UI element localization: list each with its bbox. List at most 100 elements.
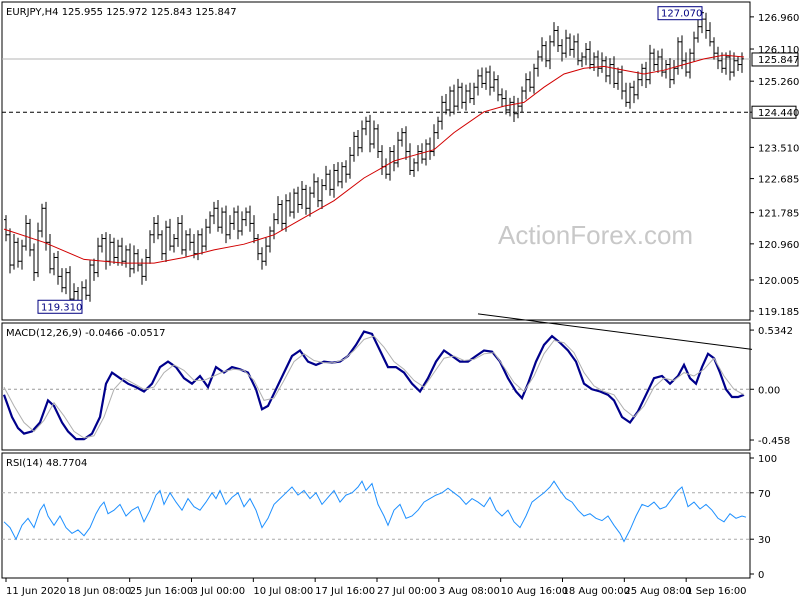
price-bar bbox=[612, 56, 616, 88]
price-bar bbox=[332, 164, 336, 198]
price-bar bbox=[648, 44, 652, 85]
price-bar bbox=[160, 230, 164, 261]
price-bar bbox=[312, 173, 316, 198]
time-tick-label: 18 Jun 08:00 bbox=[68, 586, 132, 597]
price-bar bbox=[512, 95, 516, 123]
price-bar bbox=[176, 216, 180, 247]
level-price-box bbox=[751, 105, 797, 119]
macd-line bbox=[2, 330, 745, 441]
price-bar bbox=[680, 35, 684, 70]
price-bar bbox=[132, 245, 136, 274]
price-bar bbox=[292, 188, 296, 219]
price-bar bbox=[352, 131, 356, 162]
price-bar bbox=[552, 22, 556, 47]
rsi-tick-label: 100 bbox=[758, 454, 777, 465]
price-bar bbox=[668, 58, 672, 88]
price-bar bbox=[188, 228, 192, 251]
price-bar bbox=[584, 42, 588, 66]
price-bar bbox=[404, 126, 408, 160]
last-price-label: 125.847 bbox=[758, 55, 799, 66]
price-bar bbox=[184, 230, 188, 257]
price-bar bbox=[456, 78, 460, 111]
price-bar bbox=[40, 203, 44, 238]
price-bar bbox=[248, 205, 252, 232]
price-bar bbox=[604, 56, 608, 83]
time-tick-label: 10 Aug 16:00 bbox=[501, 586, 568, 597]
price-bar bbox=[340, 162, 344, 189]
price-bar bbox=[260, 247, 264, 270]
price-bar bbox=[16, 237, 20, 268]
price-bar bbox=[396, 131, 400, 168]
price-bar bbox=[56, 251, 60, 285]
price-bar bbox=[580, 52, 584, 68]
price-bar bbox=[656, 50, 660, 73]
price-bar bbox=[728, 50, 732, 81]
price-bar bbox=[468, 82, 472, 104]
rsi-tick-label: 70 bbox=[758, 489, 771, 500]
price-bar bbox=[384, 158, 388, 179]
price-bar bbox=[444, 94, 448, 115]
time-tick-label: 27 Jul 00:00 bbox=[377, 586, 437, 597]
price-bar bbox=[284, 194, 288, 232]
price-bar bbox=[504, 90, 508, 115]
watermark: ActionForex.com bbox=[498, 220, 693, 250]
price-bar bbox=[548, 35, 552, 70]
price-bar bbox=[32, 243, 36, 281]
price-bar bbox=[556, 25, 560, 53]
price-bar bbox=[692, 31, 696, 62]
price-bar bbox=[320, 179, 324, 210]
price-tick-label: 124.440 bbox=[758, 108, 799, 119]
price-bar bbox=[92, 258, 96, 281]
price-bar bbox=[496, 75, 500, 102]
price-bar bbox=[268, 226, 272, 253]
time-tick-label: 25 Jun 16:00 bbox=[130, 586, 194, 597]
price-bar bbox=[60, 268, 64, 293]
price-bar bbox=[528, 71, 532, 92]
price-bar bbox=[196, 230, 200, 261]
time-tick-label: 1 Sep 16:00 bbox=[686, 586, 746, 597]
price-bar bbox=[724, 52, 728, 75]
price-bar bbox=[192, 234, 196, 259]
price-bar bbox=[684, 52, 688, 77]
moving-average-line bbox=[3, 54, 745, 264]
price-bar bbox=[432, 124, 436, 157]
price-bar bbox=[400, 128, 404, 147]
price-bar bbox=[632, 80, 636, 104]
price-bar bbox=[500, 88, 504, 107]
price-bar bbox=[360, 120, 364, 153]
price-bar bbox=[636, 71, 640, 100]
price-bar bbox=[328, 169, 332, 196]
price-bar bbox=[440, 95, 444, 130]
price-bar bbox=[412, 158, 416, 177]
price-bar bbox=[356, 129, 360, 157]
price-bar bbox=[464, 84, 468, 111]
price-bar bbox=[228, 215, 232, 240]
price-bar bbox=[136, 249, 140, 272]
price-bar bbox=[128, 243, 132, 278]
price-bar bbox=[624, 82, 628, 107]
price-bar bbox=[716, 46, 720, 70]
price-bar bbox=[324, 165, 328, 191]
price-bar bbox=[296, 186, 300, 213]
macd-trendline bbox=[477, 313, 753, 350]
price-bar bbox=[88, 260, 92, 302]
price-bar bbox=[124, 245, 128, 268]
price-bar bbox=[204, 218, 208, 251]
price-bar bbox=[540, 37, 544, 62]
price-bar bbox=[96, 237, 100, 278]
price-bar bbox=[572, 35, 576, 58]
price-tick-label: 125.260 bbox=[758, 77, 799, 88]
price-bar bbox=[308, 186, 312, 217]
price-bar bbox=[520, 86, 524, 113]
price-bar bbox=[508, 97, 512, 117]
price-bar bbox=[608, 58, 612, 85]
price-bar bbox=[564, 29, 568, 58]
price-bar bbox=[44, 201, 48, 251]
price-bar bbox=[628, 82, 632, 109]
price-tick-label: 126.960 bbox=[758, 13, 799, 24]
price-bar bbox=[436, 116, 440, 140]
price-bar bbox=[300, 181, 304, 210]
price-tick-label: 120.005 bbox=[758, 276, 799, 287]
time-tick-label: 3 Aug 08:00 bbox=[439, 586, 500, 597]
